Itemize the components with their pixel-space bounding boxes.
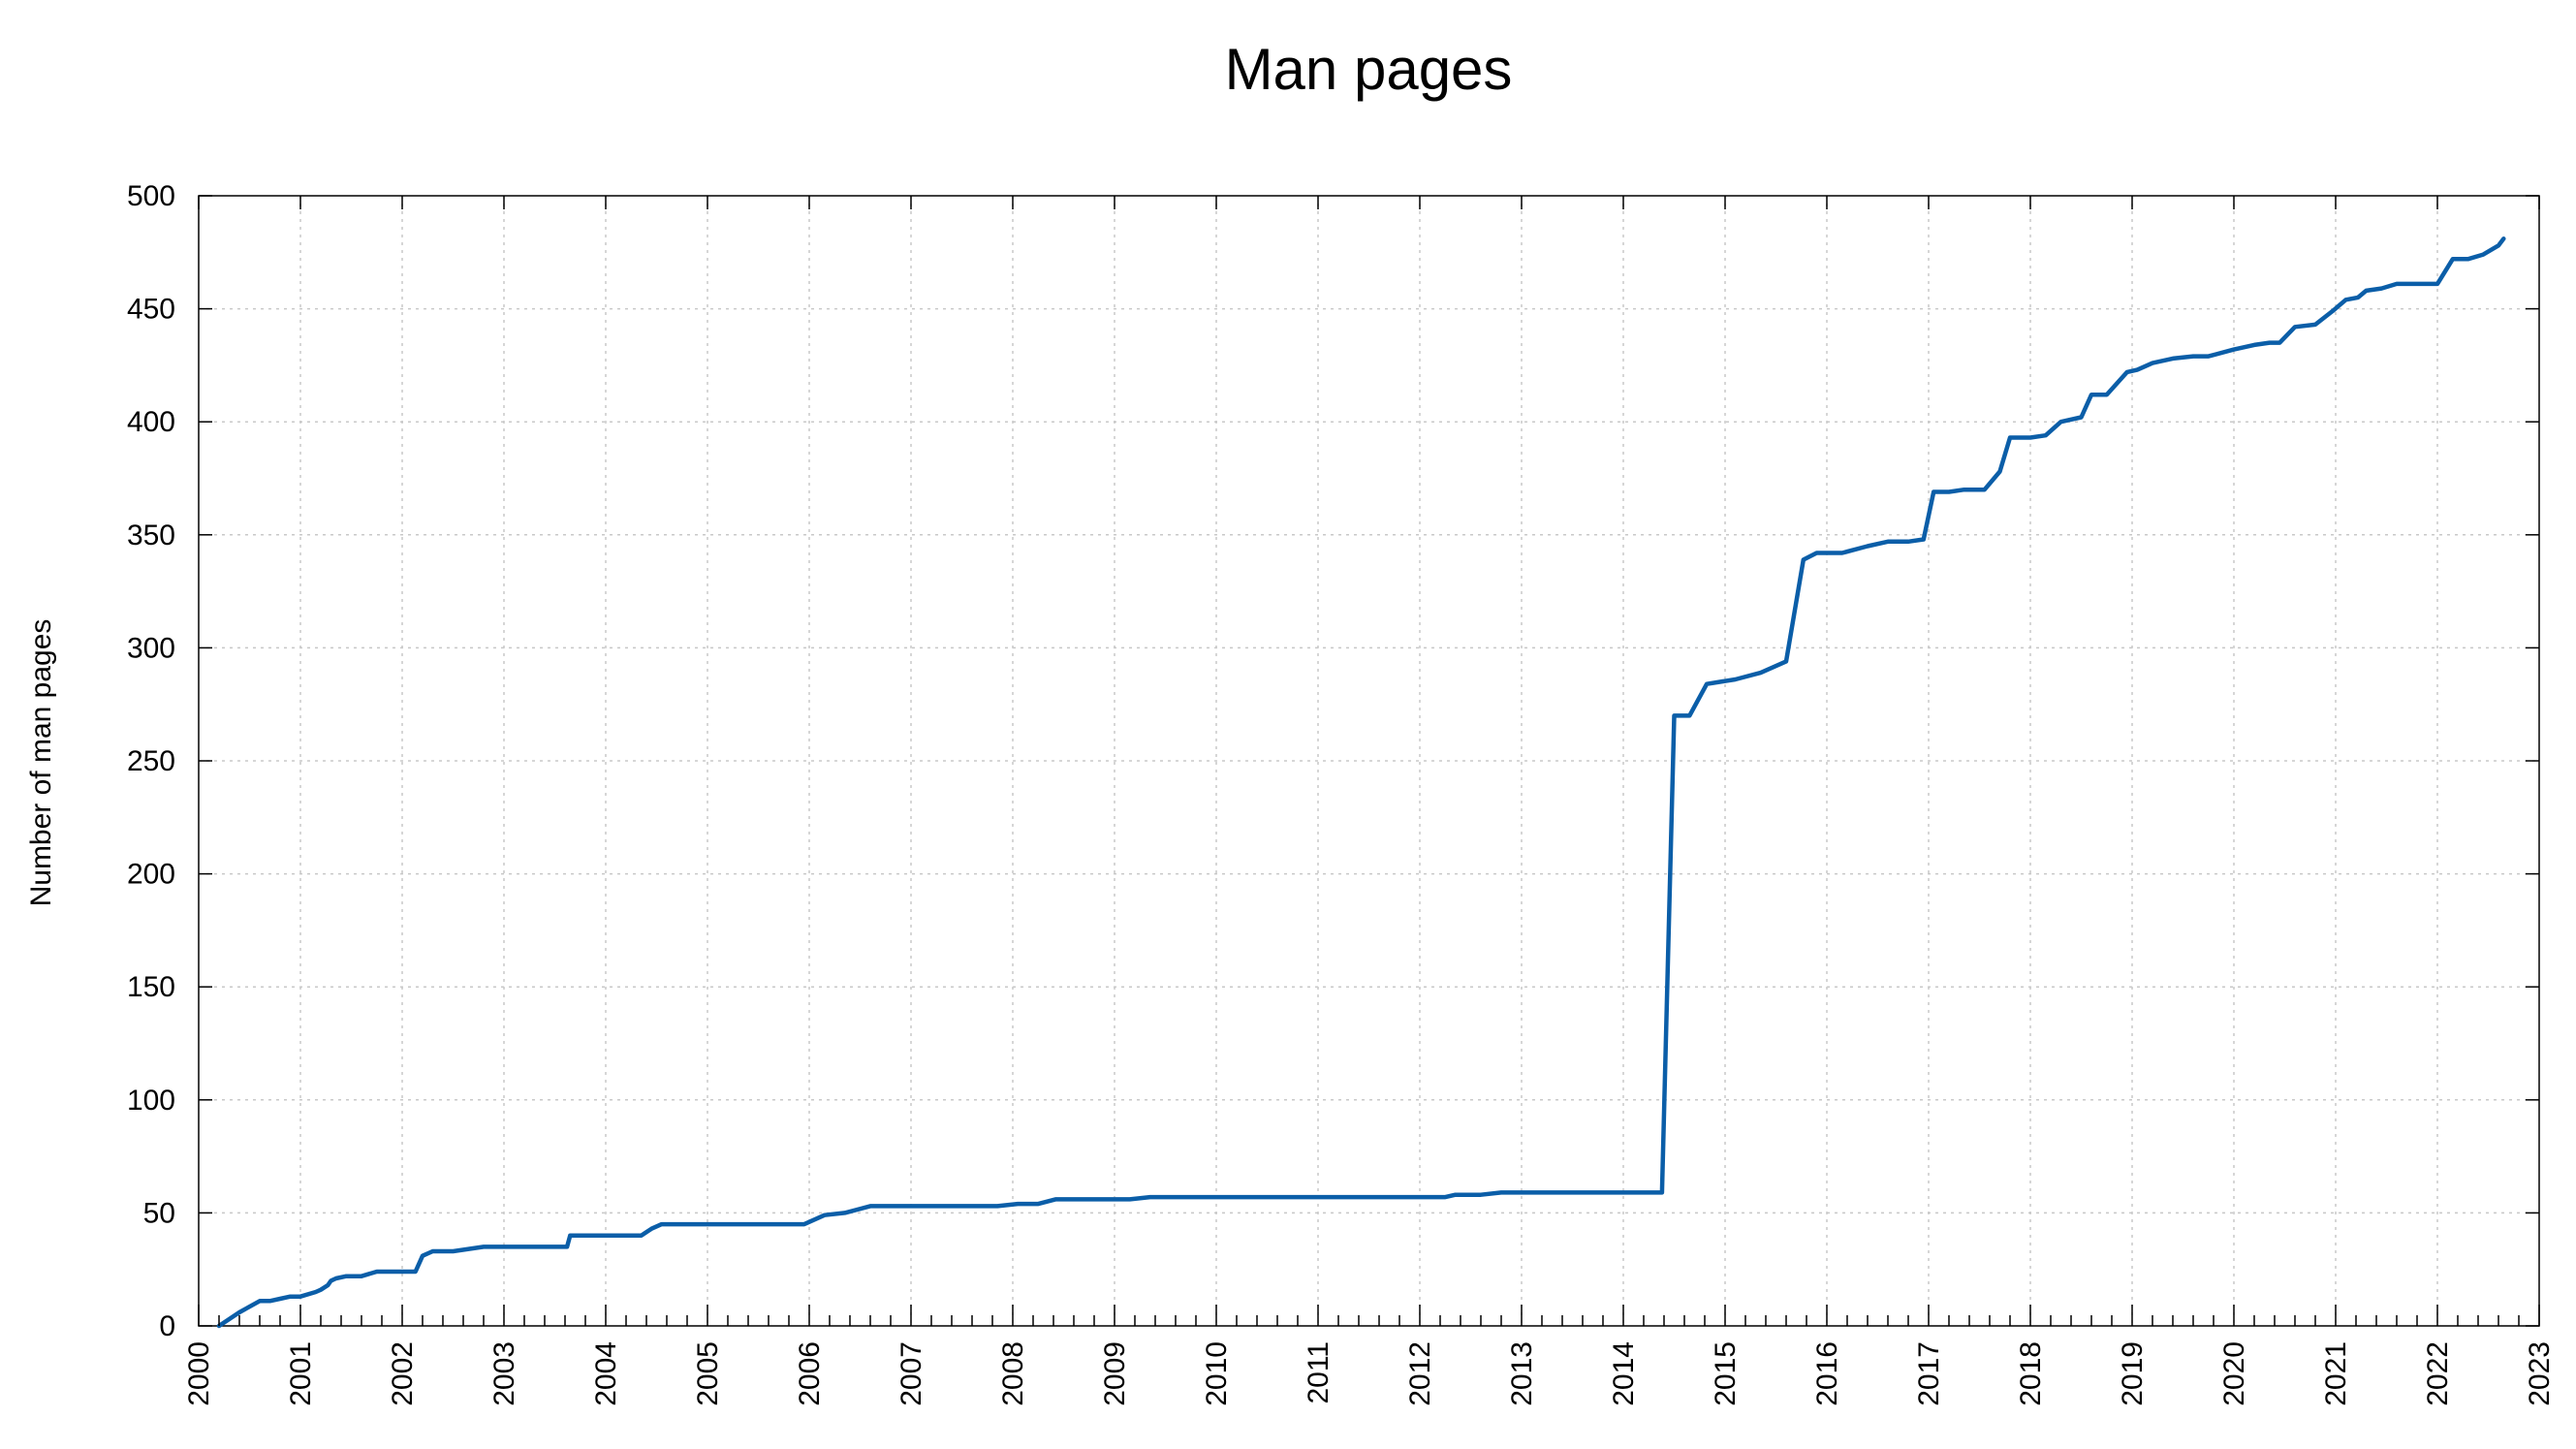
y-tick-label: 50 [143, 1197, 175, 1229]
x-tick-label: 2021 [2320, 1341, 2352, 1406]
x-tick-label: 2002 [387, 1341, 419, 1406]
chart-title: Man pages [1225, 37, 1513, 102]
y-tick-label: 100 [127, 1085, 175, 1117]
series-line [216, 236, 2506, 1329]
x-tick-label: 2011 [1303, 1341, 1335, 1404]
x-tick-label: 2015 [1710, 1341, 1742, 1406]
x-tick-label: 2013 [1506, 1341, 1538, 1406]
x-tick-label: 2007 [895, 1341, 927, 1406]
x-tick-label: 2004 [590, 1341, 622, 1406]
series-layer [216, 236, 2506, 1329]
y-axis-label: Number of man pages [25, 619, 57, 907]
y-tick-label: 300 [127, 632, 175, 664]
y-tick-label: 250 [127, 745, 175, 777]
x-tick-label: 2009 [1099, 1341, 1131, 1406]
x-tick-label: 2001 [285, 1341, 317, 1406]
x-tick-label: 2000 [183, 1341, 215, 1406]
x-tick-label: 2012 [1404, 1341, 1436, 1406]
x-tick-label: 2019 [2117, 1341, 2149, 1406]
x-tick-label: 2003 [488, 1341, 520, 1406]
x-tick-label: 2016 [1811, 1341, 1843, 1406]
y-tick-label: 400 [127, 406, 175, 438]
x-tick-label: 2020 [2218, 1341, 2250, 1406]
y-tick-label: 200 [127, 859, 175, 891]
x-tick-label: 2008 [997, 1341, 1029, 1406]
x-tick-label: 2017 [1913, 1341, 1945, 1406]
y-tick-label: 150 [127, 971, 175, 1003]
y-tick-label: 350 [127, 520, 175, 551]
gridlines [199, 196, 2539, 1326]
axis-ticks [198, 195, 2540, 1327]
x-tick-label: 2005 [692, 1341, 724, 1406]
x-tick-label: 2006 [794, 1341, 826, 1406]
x-tick-label: 2010 [1201, 1341, 1233, 1406]
x-tick-label: 2014 [1608, 1341, 1640, 1406]
x-tick-label: 2018 [2015, 1341, 2047, 1406]
y-tick-label: 500 [127, 180, 175, 212]
y-tick-label: 0 [159, 1310, 175, 1342]
x-tick-label: 2023 [2524, 1341, 2556, 1406]
x-tick-label: 2022 [2422, 1341, 2454, 1406]
y-tick-label: 450 [127, 294, 175, 326]
tick-labels: 0 50 100 150 200 250 300 350 400 450 500 2000 2001 20… [127, 180, 2556, 1406]
